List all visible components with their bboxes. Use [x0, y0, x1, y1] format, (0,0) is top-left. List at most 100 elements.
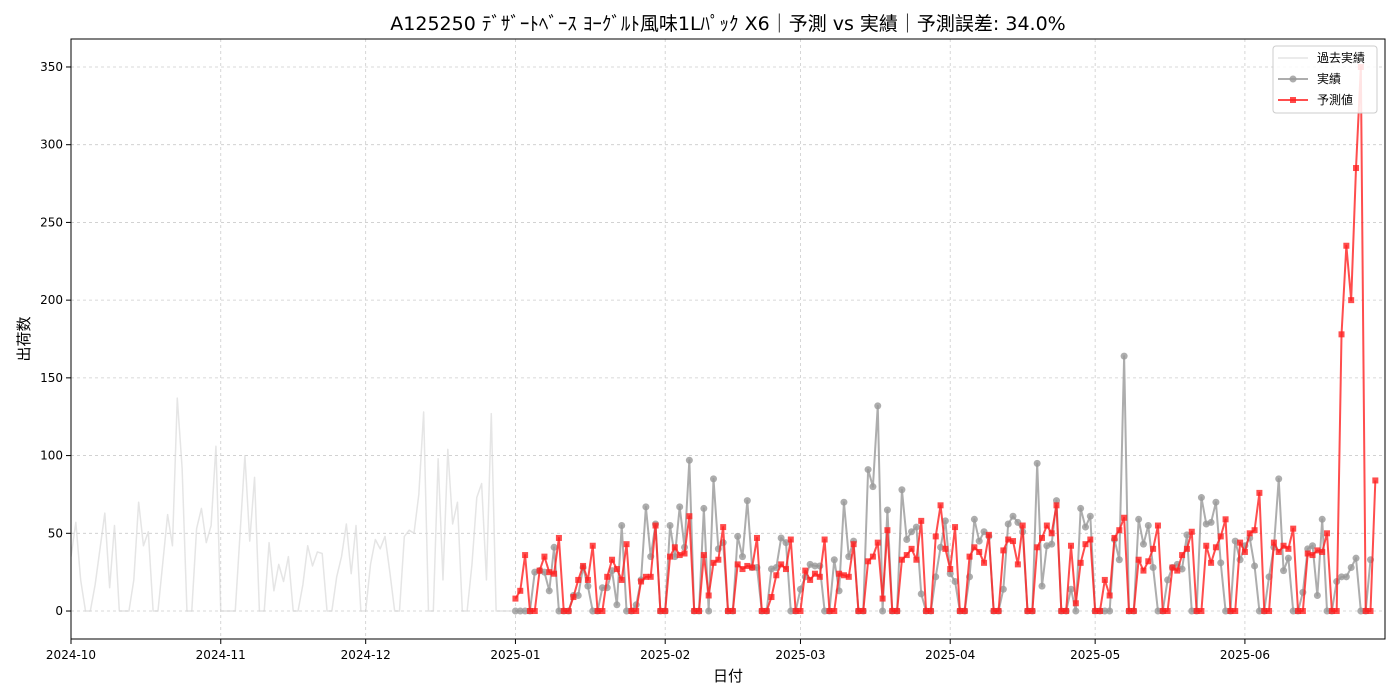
- data-point: [1251, 527, 1258, 534]
- y-tick-label: 250: [40, 215, 63, 229]
- data-point: [1154, 607, 1162, 615]
- data-point: [1053, 502, 1060, 509]
- data-point: [652, 522, 659, 529]
- data-point: [623, 541, 630, 548]
- data-point: [1072, 607, 1080, 615]
- y-tick-label: 150: [40, 371, 63, 385]
- data-point: [1135, 556, 1142, 563]
- legend-item-forecast: 予測値: [1278, 92, 1353, 107]
- data-point: [864, 466, 872, 474]
- data-point: [869, 483, 877, 491]
- data-point: [1125, 608, 1132, 615]
- data-point: [971, 544, 978, 551]
- series-layer: [71, 63, 1379, 615]
- data-point: [912, 523, 920, 531]
- data-point: [1000, 547, 1007, 554]
- plot-area: [71, 39, 1385, 639]
- data-point: [792, 608, 799, 615]
- data-point: [1338, 331, 1345, 338]
- data-point: [1251, 562, 1259, 570]
- data-point: [526, 608, 533, 615]
- data-point: [947, 566, 954, 573]
- data-point: [1150, 545, 1157, 552]
- data-point: [952, 524, 959, 531]
- data-point: [1116, 527, 1123, 534]
- data-point: [850, 541, 857, 548]
- data-point: [1241, 548, 1248, 555]
- data-point: [1092, 608, 1099, 615]
- data-point: [1222, 607, 1230, 615]
- data-point: [1372, 477, 1379, 484]
- data-point: [1208, 559, 1215, 566]
- data-point: [647, 573, 654, 580]
- data-point: [1232, 608, 1239, 615]
- data-point: [580, 562, 587, 569]
- data-point: [671, 553, 679, 561]
- data-point: [613, 566, 620, 573]
- data-point: [821, 536, 828, 543]
- data-point: [550, 543, 558, 551]
- data-point: [1328, 608, 1335, 615]
- data-point: [691, 608, 698, 615]
- legend-box: [1272, 45, 1378, 114]
- data-point: [797, 608, 804, 615]
- data-point: [923, 608, 930, 615]
- data-point: [1284, 554, 1292, 562]
- data-point: [1289, 607, 1297, 615]
- data-point: [720, 524, 727, 531]
- data-point: [1039, 534, 1046, 541]
- data-point: [1342, 573, 1350, 581]
- data-point: [903, 552, 910, 559]
- data-point: [749, 564, 756, 571]
- data-point: [594, 608, 601, 615]
- data-point: [1198, 608, 1205, 615]
- data-point: [932, 533, 939, 540]
- data-point: [908, 545, 915, 552]
- legend-item-historical-actuals: 過去実績: [1278, 50, 1365, 65]
- data-point: [782, 566, 789, 573]
- data-point: [908, 528, 916, 536]
- data-point: [734, 532, 742, 540]
- data-point: [918, 517, 925, 524]
- data-point: [1034, 544, 1041, 551]
- data-point: [990, 608, 997, 615]
- series-line: [71, 397, 511, 612]
- legend-label: 過去実績: [1317, 50, 1365, 65]
- data-point: [1164, 576, 1172, 584]
- data-point: [1275, 475, 1283, 483]
- x-axis-label: 日付: [713, 667, 743, 685]
- data-point: [1227, 608, 1234, 615]
- x-tick-label: 2024-10: [46, 648, 96, 662]
- data-point: [657, 608, 664, 615]
- data-point: [1086, 512, 1094, 520]
- legend-marker: [1289, 75, 1297, 83]
- data-point: [1038, 582, 1046, 590]
- data-point: [734, 561, 741, 568]
- data-point: [1207, 518, 1215, 526]
- data-point: [521, 607, 529, 615]
- legend-label: 予測値: [1317, 92, 1353, 107]
- data-point: [1014, 561, 1021, 568]
- data-point: [1029, 608, 1036, 615]
- data-point: [1139, 540, 1147, 548]
- data-point: [1237, 539, 1244, 546]
- data-point: [599, 608, 606, 615]
- data-point: [836, 570, 843, 577]
- data-point: [1217, 559, 1225, 567]
- data-point: [1082, 541, 1089, 548]
- data-point: [1024, 608, 1031, 615]
- data-point: [970, 515, 978, 523]
- data-point: [705, 607, 713, 615]
- data-point: [638, 578, 645, 585]
- data-point: [744, 562, 751, 569]
- data-point: [618, 576, 625, 583]
- data-point: [860, 608, 867, 615]
- data-point: [889, 608, 896, 615]
- data-point: [739, 566, 746, 573]
- data-point: [1203, 542, 1210, 549]
- data-point: [758, 608, 765, 615]
- data-point: [787, 607, 795, 615]
- data-point: [589, 607, 597, 615]
- data-point: [1197, 494, 1205, 502]
